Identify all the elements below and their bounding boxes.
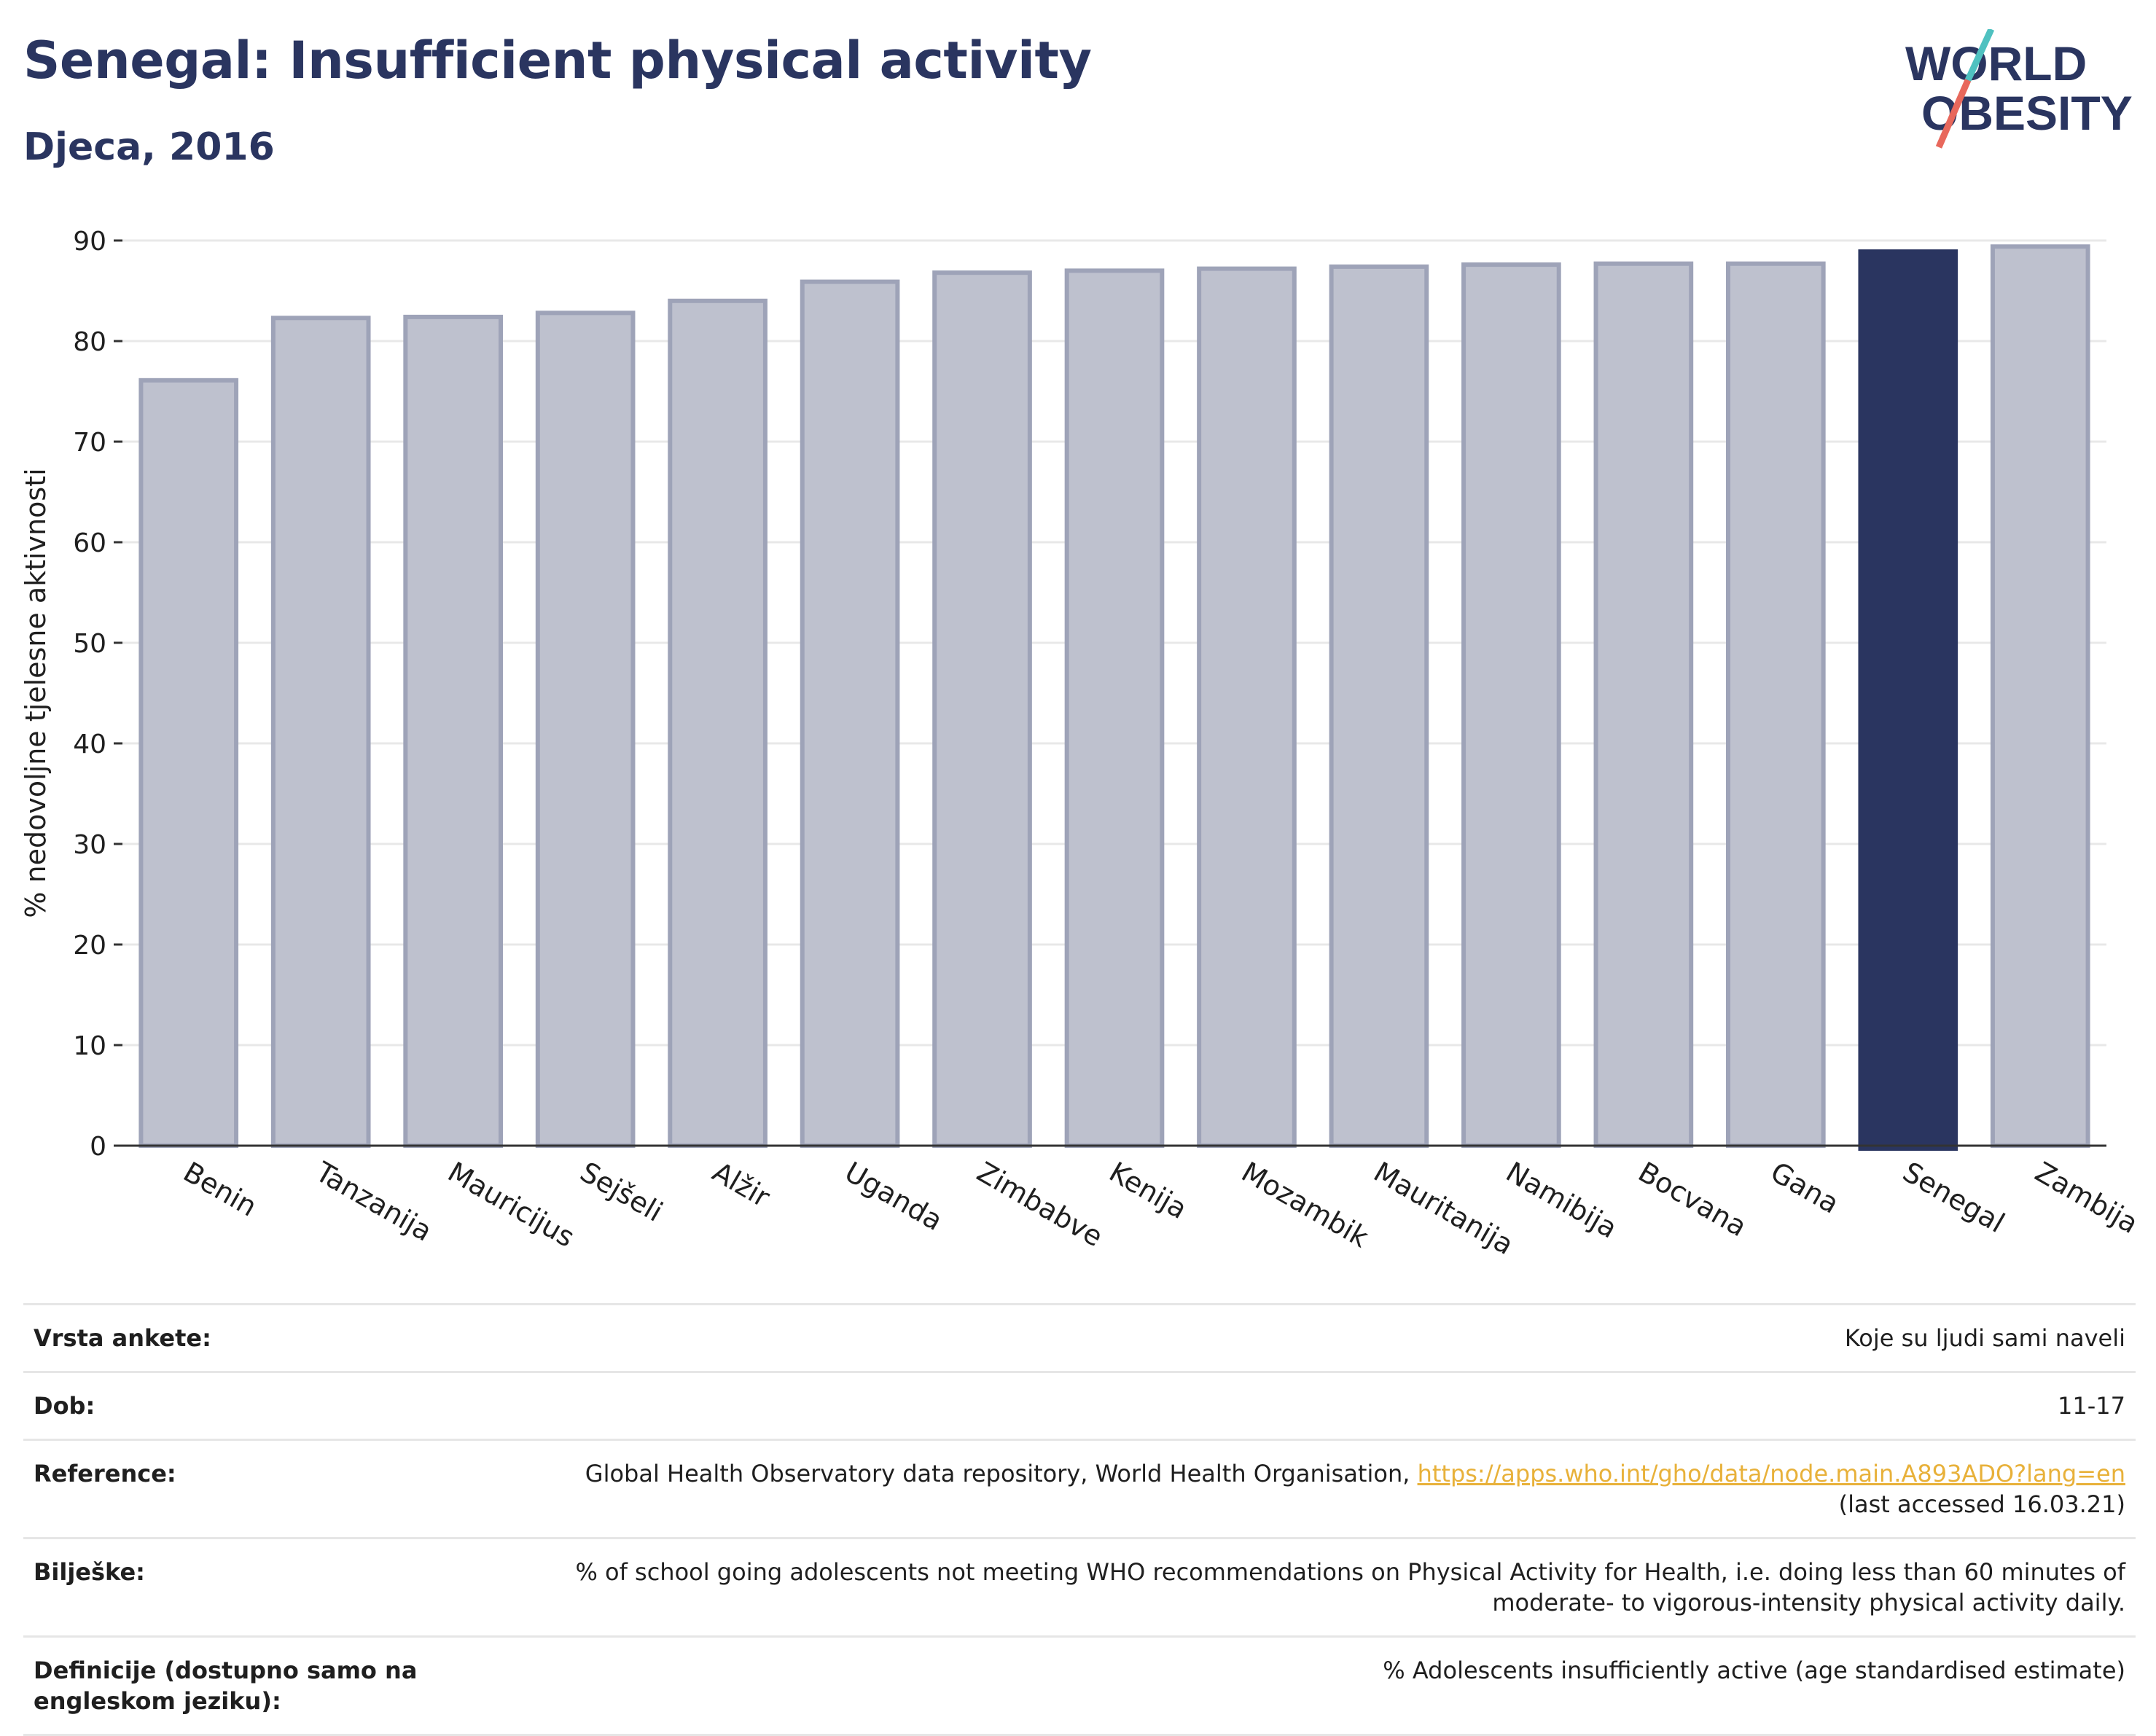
- x-tick-label: Mauricijus: [442, 1156, 579, 1254]
- x-tick-label: Kenija: [1104, 1156, 1192, 1226]
- logo-slash-teal: [1964, 29, 1995, 82]
- y-tick-label: 20: [73, 931, 106, 961]
- info-row-age: Dob: 11-17: [23, 1373, 2136, 1441]
- bar-bocvana: [1593, 261, 1694, 1149]
- bar-zambija: [1990, 244, 2090, 1148]
- bar-namibija: [1461, 262, 1561, 1149]
- y-tick-label: 10: [73, 1031, 106, 1061]
- info-row-survey-type: Vrsta ankete: Koje su ljudi sami naveli: [23, 1305, 2136, 1373]
- x-tick-label: Tanzanija: [310, 1155, 437, 1248]
- x-tick-label: Mozambik: [1236, 1156, 1374, 1254]
- world-obesity-logo: WORLD OBESITY: [1905, 29, 2133, 149]
- info-row-notes: Bilješke: % of school going adolescents …: [23, 1539, 2136, 1638]
- x-tick-label: Alžir: [707, 1156, 776, 1214]
- bar-mauricijus: [403, 314, 503, 1148]
- bars: [138, 244, 2090, 1151]
- bar-alžir: [668, 298, 768, 1148]
- info-value: Koje su ljudi sami naveli: [1844, 1324, 2125, 1352]
- y-tick-label: 40: [73, 730, 106, 759]
- bar-sejšeli: [535, 310, 636, 1149]
- y-tick-label: 50: [73, 629, 106, 659]
- x-tick-label: Sejšeli: [575, 1156, 668, 1228]
- info-row-definitions: Definicije (dostupno samo na engleskom j…: [23, 1638, 2136, 1736]
- logo-slash-red: [1935, 79, 1972, 149]
- bar-senegal: [1858, 249, 1958, 1151]
- x-tick-label: Uganda: [840, 1156, 948, 1237]
- info-label: Vrsta ankete:: [34, 1324, 211, 1352]
- chart-title: Senegal: Insufficient physical activity: [23, 31, 1092, 90]
- y-tick-label: 30: [73, 830, 106, 860]
- info-value: Global Health Observatory data repositor…: [544, 1458, 2125, 1520]
- reference-text: Global Health Observatory data repositor…: [585, 1460, 1410, 1487]
- reference-link[interactable]: https://apps.who.int/gho/data/node.main.…: [1417, 1460, 2125, 1487]
- y-tick-label: 70: [73, 428, 106, 458]
- x-tick-label: Zimbabve: [972, 1156, 1108, 1254]
- x-tick-label: Senegal: [1897, 1156, 2009, 1240]
- bar-zimbabve: [932, 270, 1032, 1148]
- bar-mauritanija: [1329, 264, 1429, 1148]
- y-tick-label: 60: [73, 528, 106, 558]
- reference-accessed: (last accessed 16.03.21): [1838, 1490, 2125, 1518]
- y-axis-label: % nedovoljne tjelesne aktivnosti: [20, 468, 52, 918]
- y-tick-label: 80: [73, 327, 106, 357]
- info-value: 11-17: [2058, 1392, 2125, 1420]
- bar-mozambik: [1197, 266, 1297, 1148]
- x-tick-label: Mauritanija: [1368, 1156, 1518, 1262]
- info-label: Reference:: [34, 1460, 176, 1487]
- bar-tanzanija: [270, 316, 371, 1148]
- x-tick-label: Gana: [1765, 1156, 1845, 1220]
- info-row-reference: Reference: Global Health Observatory dat…: [23, 1441, 2136, 1539]
- bar-uganda: [800, 279, 900, 1149]
- chart-subtitle: Djeca, 2016: [23, 125, 275, 169]
- x-tick-label: Bocvana: [1633, 1156, 1751, 1243]
- bar-benin: [138, 378, 239, 1149]
- info-value: % Adolescents insufficiently active (age…: [1383, 1657, 2125, 1684]
- y-tick-label: 90: [73, 227, 106, 257]
- info-table: Vrsta ankete: Koje su ljudi sami naveli …: [23, 1303, 2136, 1736]
- bar-gana: [1726, 261, 1826, 1149]
- y-tick-label: 0: [90, 1132, 106, 1162]
- bar-chart: 0 10 20 30 40 50 60 70 80 90 Benin Tanzanija Maurici…: [20, 227, 2144, 1262]
- logo-line1: WORLD: [1905, 36, 2087, 90]
- info-value: % of school going adolescents not meetin…: [575, 1558, 2125, 1616]
- x-tick-label: Zambija: [2030, 1156, 2144, 1240]
- bar-kenija: [1064, 268, 1165, 1148]
- info-label: Definicije (dostupno samo na engleskom j…: [34, 1657, 418, 1715]
- x-tick-label: Benin: [178, 1156, 262, 1223]
- info-label: Dob:: [34, 1392, 95, 1420]
- info-label: Bilješke:: [34, 1558, 145, 1586]
- x-tick-label: Namibija: [1501, 1156, 1622, 1245]
